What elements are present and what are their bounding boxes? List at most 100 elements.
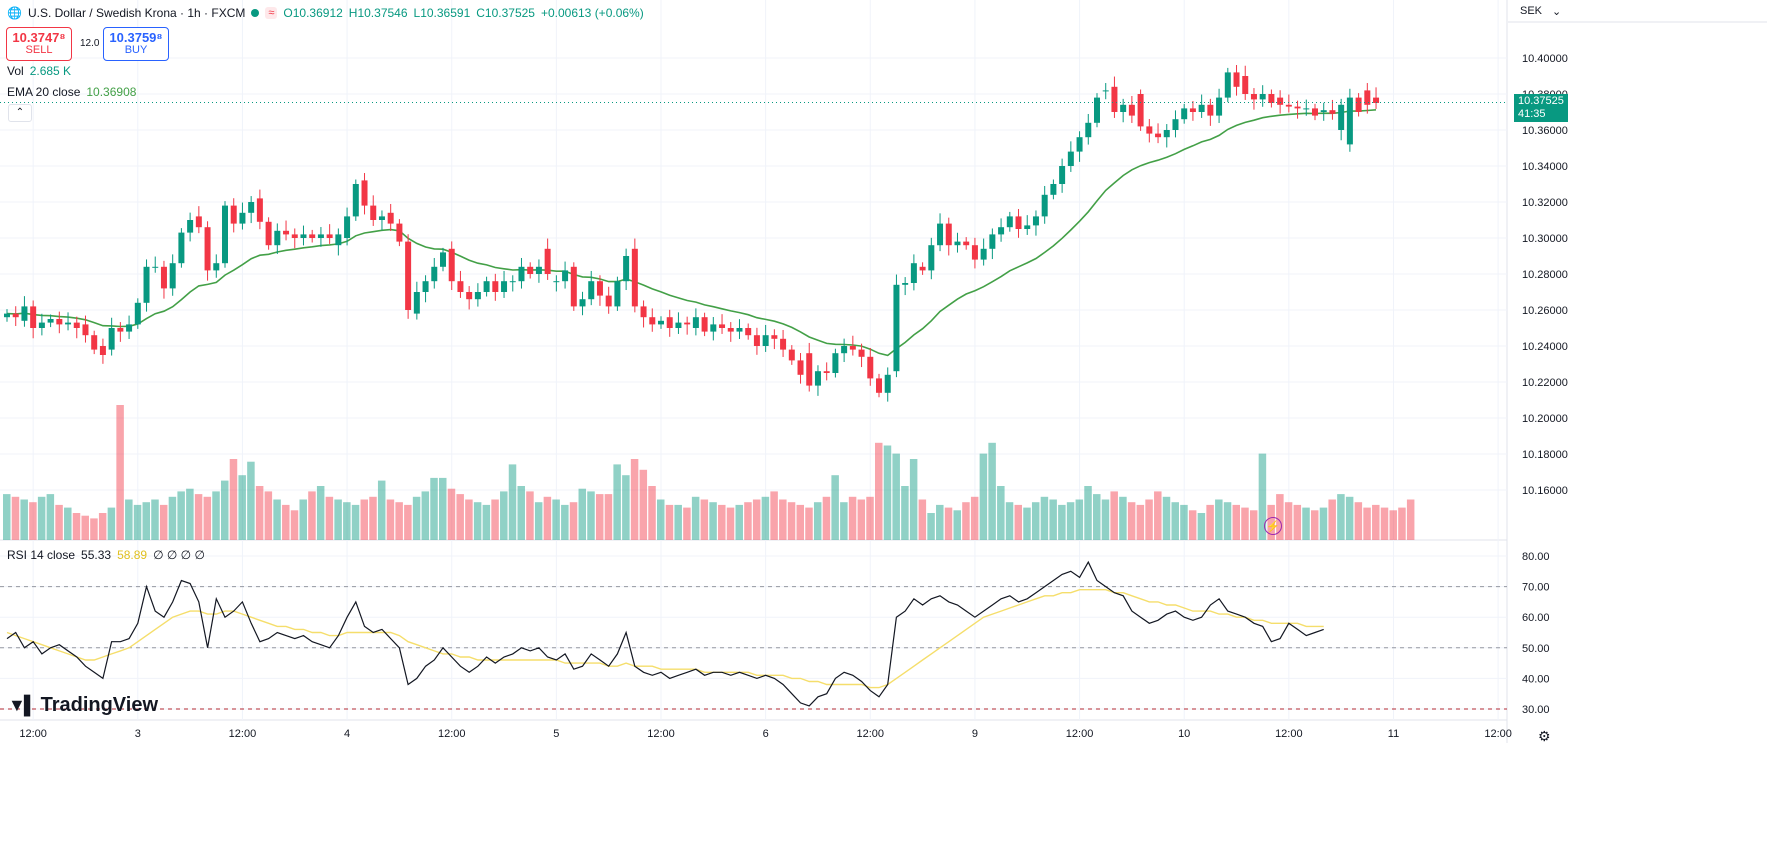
candle-body	[640, 306, 647, 318]
candle-body	[195, 216, 202, 228]
countdown: 41:35	[1518, 107, 1546, 120]
volume-bar	[822, 496, 831, 540]
volume-bar	[857, 499, 866, 540]
candle-body	[954, 241, 961, 246]
candle-body	[588, 281, 595, 300]
ema-value: 10.36908	[86, 85, 137, 99]
candle-body	[1373, 97, 1380, 103]
volume-bar	[1293, 504, 1302, 540]
volume-bar	[1005, 502, 1014, 540]
rsi-line	[6, 560, 1324, 707]
volume-bar	[116, 405, 124, 540]
currency-label[interactable]: SEK	[1520, 5, 1543, 17]
candle-body	[919, 266, 926, 271]
lightning-icon[interactable]: ⚡	[1264, 517, 1282, 535]
wave-icon[interactable]: ≈	[265, 7, 278, 19]
volume-bar	[1215, 499, 1223, 540]
volume-bar	[299, 499, 307, 540]
candle-body	[814, 371, 821, 386]
candle-body	[431, 266, 438, 282]
candle-body	[1303, 108, 1310, 110]
volume-bar	[151, 499, 159, 540]
rsi-ma-line	[6, 589, 1324, 689]
volume-bar	[1232, 504, 1241, 540]
chevron-down-icon[interactable]: ⌄	[1552, 6, 1562, 18]
current-price-label: 10.37525 41:35	[1514, 93, 1568, 122]
volume-bar	[334, 499, 342, 540]
volume-bar	[630, 459, 639, 540]
volume-bar	[587, 491, 595, 540]
candle-body	[160, 266, 167, 289]
candle-body	[1207, 104, 1214, 116]
candle-body	[1006, 216, 1013, 228]
symbol-title[interactable]: U.S. Dollar / Swedish Krona · 1h · FXCM	[27, 6, 246, 20]
volume-bar	[953, 510, 961, 540]
rsi-legend[interactable]: RSI 14 close 55.33 58.89 ∅ ∅ ∅ ∅	[7, 548, 205, 562]
candle-body	[1111, 86, 1118, 112]
candle-body	[1163, 130, 1170, 138]
rsi-tick-label: 70.00	[1522, 582, 1550, 594]
candle-body	[823, 371, 830, 373]
price-tick-label: 10.32000	[1522, 197, 1568, 209]
volume-bar	[1319, 507, 1328, 540]
volume-bar	[639, 469, 648, 540]
volume-bar	[744, 502, 752, 540]
volume-bar	[343, 502, 351, 540]
candle-body	[291, 234, 298, 238]
volume-bar	[1389, 510, 1397, 540]
volume-bar	[212, 491, 220, 540]
volume-bar	[534, 502, 543, 540]
candle-body	[1320, 110, 1327, 112]
candle-body	[1050, 184, 1057, 195]
candle-body	[1181, 108, 1188, 120]
globe-icon: 🌐	[7, 6, 22, 20]
volume-bar	[1040, 496, 1049, 540]
candle-body	[910, 263, 917, 283]
candle-body	[501, 281, 508, 292]
ema-legend[interactable]: EMA 20 close 10.36908	[7, 85, 136, 99]
volume-bar	[229, 459, 238, 540]
volume-bar	[1101, 499, 1110, 540]
volume-bar	[1171, 502, 1179, 540]
candle-body	[945, 223, 952, 246]
buy-button[interactable]: 10.3759⁸ BUY	[103, 27, 169, 61]
volume-bar	[813, 502, 822, 540]
price-tick-label: 10.24000	[1522, 341, 1568, 353]
candle-body	[1172, 119, 1179, 130]
volume-bar	[752, 499, 761, 540]
tradingview-logo[interactable]: ▼▌ TradingView	[8, 694, 158, 717]
chevron-up-icon[interactable]: ⌃	[8, 104, 32, 122]
rsi-tick-label: 40.00	[1522, 673, 1550, 685]
candle-body	[344, 216, 351, 238]
candle-body	[413, 292, 420, 314]
candle-body	[579, 299, 586, 307]
candle-body	[457, 281, 464, 292]
candle-body	[1032, 216, 1039, 226]
change-value: +0.00613 (+0.06%)	[540, 6, 644, 20]
volume-bar	[273, 499, 281, 540]
volume-bar	[848, 496, 857, 540]
candle-body	[980, 248, 987, 260]
candle-body	[265, 221, 272, 246]
volume-bar	[770, 491, 778, 540]
candle-body	[841, 346, 848, 354]
candle-body	[248, 202, 255, 213]
volume-bar	[1249, 510, 1258, 540]
candle-body	[867, 356, 874, 379]
volume-legend[interactable]: Vol 2.685 K	[7, 64, 71, 78]
volume-bar	[255, 486, 264, 540]
rsi-tick-label: 60.00	[1522, 612, 1550, 624]
volume-bar	[11, 496, 20, 540]
volume-bar	[1014, 504, 1023, 540]
volume-bar	[604, 494, 613, 540]
sell-button[interactable]: 10.3747⁸ SELL	[6, 27, 72, 61]
candle-body	[623, 256, 630, 282]
candle-body	[902, 283, 909, 285]
candle-body	[387, 212, 394, 224]
settings-icon[interactable]: ⚙	[1538, 728, 1551, 744]
volume-bar	[805, 507, 813, 540]
candle-body	[658, 320, 664, 325]
